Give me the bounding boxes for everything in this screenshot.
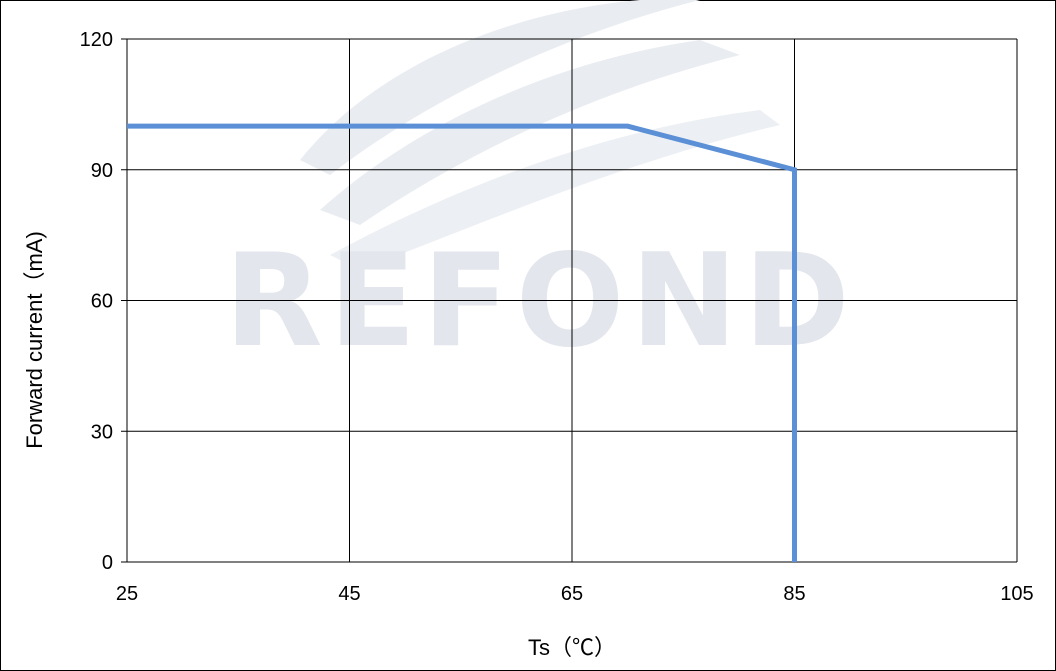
- x-tick-label: 25: [116, 583, 138, 605]
- x-tick-label: 45: [338, 583, 360, 605]
- y-axis-title: Forward current（mA): [22, 231, 47, 449]
- watermark: REFOND: [224, 0, 856, 376]
- x-tick-label: 85: [783, 583, 805, 605]
- y-tick-labels: 0 30 60 90 120: [80, 29, 113, 574]
- grid: [121, 38, 1018, 563]
- series-layer: [127, 123, 797, 562]
- x-axis-title: Ts（℃）: [528, 635, 616, 660]
- x-tick-label: 65: [561, 583, 583, 605]
- watermark-swoosh: [330, 110, 780, 270]
- y-tick-label: 120: [80, 29, 113, 51]
- y-tick-label: 60: [91, 291, 113, 313]
- y-tick-label: 30: [91, 421, 113, 443]
- watermark-text: REFOND: [224, 227, 856, 376]
- y-tick-label: 0: [102, 552, 113, 574]
- x-tick-labels: 25 45 65 85 105: [116, 583, 1034, 605]
- x-tick-label: 105: [1000, 583, 1033, 605]
- series-line: [127, 123, 797, 562]
- watermark-swoosh: [320, 40, 740, 225]
- y-tick-label: 90: [91, 160, 113, 182]
- watermark-swoosh: [300, 0, 700, 175]
